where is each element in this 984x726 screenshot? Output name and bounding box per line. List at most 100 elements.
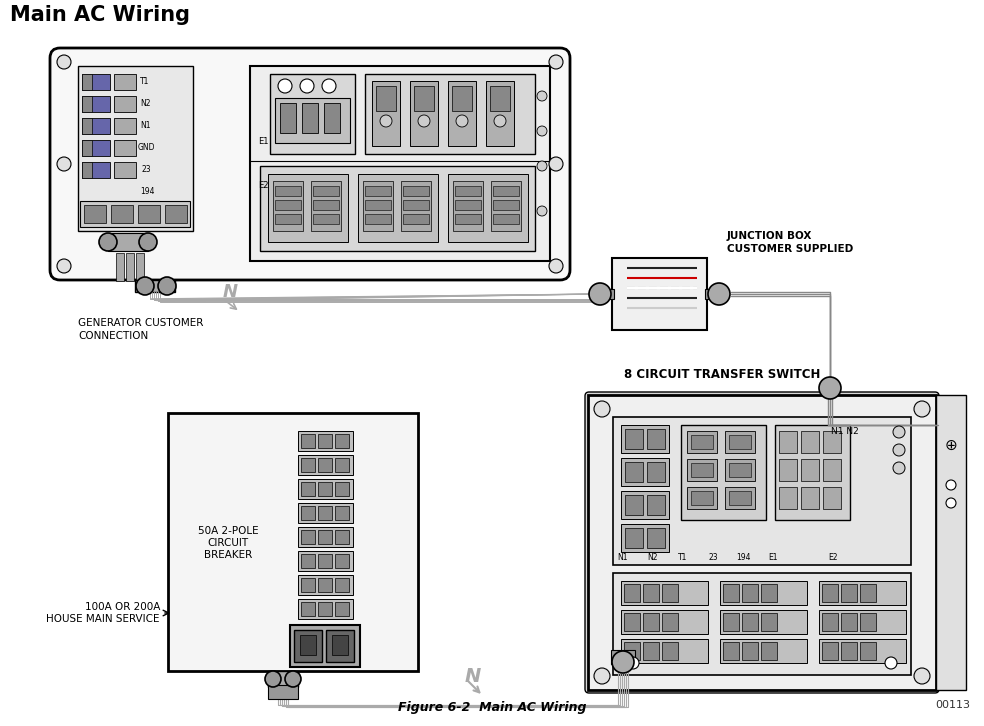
- Bar: [455, 214, 481, 224]
- Bar: [691, 491, 713, 505]
- Text: 50A 2-POLE
CIRCUIT
BREAKER: 50A 2-POLE CIRCUIT BREAKER: [198, 526, 259, 560]
- Bar: [453, 181, 483, 231]
- Bar: [275, 186, 301, 196]
- Text: E1: E1: [769, 552, 777, 561]
- Bar: [687, 431, 717, 453]
- Bar: [681, 425, 766, 520]
- Bar: [723, 584, 739, 602]
- Bar: [725, 487, 755, 509]
- Text: JUNCTION BOX
CUSTOMER SUPPLIED: JUNCTION BOX CUSTOMER SUPPLIED: [727, 231, 853, 254]
- Bar: [82, 118, 92, 134]
- Bar: [136, 253, 144, 281]
- Bar: [860, 642, 876, 660]
- Bar: [729, 463, 751, 477]
- Bar: [643, 642, 659, 660]
- Text: N: N: [464, 666, 481, 685]
- Circle shape: [456, 115, 468, 127]
- Bar: [662, 642, 678, 660]
- Bar: [761, 584, 777, 602]
- Circle shape: [914, 668, 930, 684]
- Bar: [114, 96, 136, 112]
- Bar: [275, 214, 301, 224]
- Bar: [647, 462, 665, 482]
- Bar: [621, 581, 708, 605]
- Bar: [365, 74, 535, 154]
- Circle shape: [589, 283, 611, 305]
- Bar: [687, 459, 717, 481]
- Bar: [687, 487, 717, 509]
- Bar: [761, 642, 777, 660]
- Bar: [705, 289, 715, 299]
- Bar: [801, 459, 819, 481]
- Bar: [298, 551, 353, 571]
- Bar: [729, 435, 751, 449]
- Bar: [742, 613, 758, 631]
- Bar: [318, 578, 332, 592]
- Bar: [82, 118, 110, 134]
- Bar: [613, 417, 911, 565]
- Circle shape: [265, 671, 281, 687]
- Bar: [116, 253, 124, 281]
- Circle shape: [594, 401, 610, 417]
- Circle shape: [893, 462, 905, 474]
- Bar: [625, 429, 643, 449]
- Circle shape: [893, 444, 905, 456]
- Bar: [270, 74, 355, 154]
- Bar: [298, 527, 353, 547]
- Bar: [493, 200, 519, 210]
- Circle shape: [285, 671, 301, 687]
- Bar: [301, 578, 315, 592]
- Bar: [779, 431, 797, 453]
- Text: Main AC Wiring: Main AC Wiring: [10, 5, 190, 25]
- Bar: [725, 459, 755, 481]
- Text: 23: 23: [142, 166, 152, 174]
- Text: T1: T1: [140, 78, 150, 86]
- Bar: [135, 280, 175, 292]
- Circle shape: [380, 115, 392, 127]
- Bar: [376, 86, 396, 111]
- Circle shape: [549, 259, 563, 273]
- Bar: [403, 200, 429, 210]
- Bar: [720, 581, 807, 605]
- Bar: [298, 479, 353, 499]
- Bar: [403, 214, 429, 224]
- Bar: [165, 205, 187, 223]
- Bar: [819, 610, 906, 634]
- Bar: [604, 289, 614, 299]
- Text: 194: 194: [736, 552, 750, 561]
- Circle shape: [537, 126, 547, 136]
- Bar: [365, 186, 391, 196]
- Bar: [647, 495, 665, 515]
- Bar: [335, 482, 349, 496]
- Circle shape: [946, 498, 956, 508]
- Bar: [625, 495, 643, 515]
- Bar: [819, 639, 906, 663]
- Bar: [725, 431, 755, 453]
- Text: E1: E1: [258, 136, 269, 145]
- Bar: [761, 613, 777, 631]
- Bar: [168, 413, 418, 671]
- Circle shape: [885, 657, 897, 669]
- Circle shape: [914, 401, 930, 417]
- Bar: [332, 635, 348, 655]
- Bar: [126, 253, 134, 281]
- Bar: [318, 434, 332, 448]
- Bar: [318, 554, 332, 568]
- Text: N2: N2: [140, 99, 151, 108]
- Bar: [250, 66, 550, 261]
- Bar: [290, 625, 360, 667]
- Bar: [452, 86, 472, 111]
- Text: 23: 23: [708, 552, 717, 561]
- Circle shape: [139, 233, 157, 251]
- Text: Figure 6-2  Main AC Wiring: Figure 6-2 Main AC Wiring: [398, 701, 586, 714]
- Circle shape: [99, 233, 117, 251]
- Bar: [588, 395, 936, 690]
- Bar: [819, 581, 906, 605]
- Bar: [301, 458, 315, 472]
- Bar: [414, 86, 434, 111]
- Circle shape: [819, 377, 841, 399]
- Bar: [294, 630, 322, 662]
- Bar: [84, 205, 106, 223]
- Bar: [268, 671, 298, 687]
- Bar: [625, 528, 643, 548]
